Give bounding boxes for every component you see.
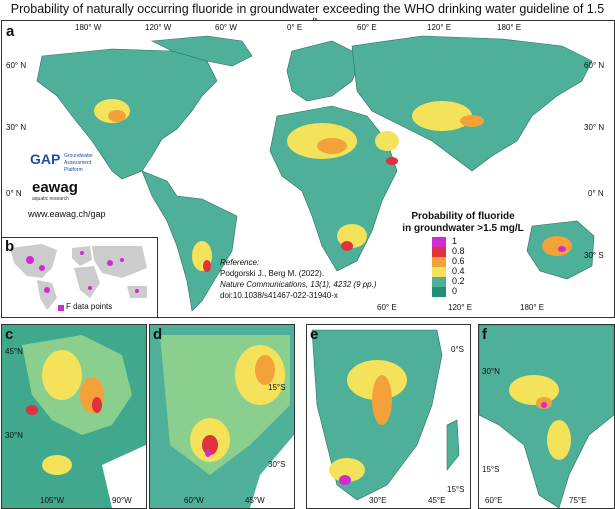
panel-c-tick-90w: 90°W [112, 496, 132, 505]
tick-bottom-180e: 180° E [520, 303, 545, 312]
inset-b-legend-swatch [58, 305, 64, 311]
legend-swatch-1 [432, 237, 446, 247]
panel-e-map [307, 325, 470, 508]
gap-logo: GAP Groundwater Assessment Platform [30, 151, 93, 173]
inset-b-map [2, 238, 157, 317]
reference-label: Reference: [220, 258, 260, 267]
panel-f-map [479, 325, 614, 508]
eawag-logo-subtext: aquatic research [32, 196, 69, 202]
panel-letter-a: a [6, 23, 15, 40]
tick-right-60n: 60° N [584, 61, 605, 70]
panel-f-tick-75e: 75°E [569, 496, 587, 505]
panel-c-tick-30n: 30°N [5, 431, 23, 440]
panel-d-tick-45w: 45°W [245, 496, 265, 505]
eawag-url[interactable]: www.eawag.ch/gap [28, 209, 106, 219]
panel-d-tick-30s: 30°S [268, 460, 286, 469]
tick-right-30n: 30° N [584, 123, 605, 132]
legend-label-0: 0 [452, 286, 458, 296]
legend-swatch-04 [432, 267, 446, 277]
panel-f-tick-30n: 30°N [482, 367, 500, 376]
panel-e-tick-45e: 45°E [428, 496, 446, 505]
inset-b-panel[interactable]: b F data points [1, 237, 158, 318]
legend-label-08: 0.8 [452, 246, 465, 256]
panel-letter-e: e [310, 326, 319, 343]
panel-f-tick-15s: 15°S [482, 465, 500, 474]
legend-label-06: 0.6 [452, 256, 465, 266]
legend-title-line2: in groundwater >1.5 mg/L [402, 223, 524, 234]
tick-right-0n: 0° N [588, 189, 604, 198]
reference-journal: Nature Communications, 13(1), 4232 (9 pp… [220, 280, 377, 289]
panel-letter-b: b [5, 238, 15, 255]
tick-top-60w: 60° W [215, 23, 237, 32]
tick-left-60n: 60° N [6, 61, 27, 70]
legend-swatch-0 [432, 287, 446, 297]
gap-logo-text: GAP [30, 151, 61, 167]
tick-top-0e: 0° E [287, 23, 303, 32]
legend-swatch-06 [432, 257, 446, 267]
panel-letter-d: d [153, 326, 163, 343]
panel-e-tick-15s: 15°S [447, 485, 465, 494]
tick-top-180e: 180° E [497, 23, 522, 32]
tick-top-120w: 120° W [145, 23, 172, 32]
panel-e[interactable]: e 0°S 15°S 30°E 45°E [306, 324, 471, 509]
reference-doi[interactable]: doi:10.1038/s41467-022-31940-x [220, 291, 338, 300]
panel-d[interactable]: d 15°S 30°S 60°W 45°W [149, 324, 295, 509]
inset-b-legend-label: F data points [66, 302, 113, 311]
tick-bottom-60e: 60° E [377, 303, 397, 312]
tick-top-120e: 120° E [427, 23, 452, 32]
gap-sub3: Platform [64, 167, 83, 173]
legend-title: Probability of fluoride in groundwater >… [398, 211, 528, 235]
panel-e-tick-30e: 30°E [369, 496, 387, 505]
gap-sub1: Groundwater [64, 153, 93, 159]
reference-authors: Podgorski J., Berg M. (2022). [220, 269, 325, 278]
panel-f[interactable]: f 30°N 15°S 60°E 75°E [478, 324, 615, 509]
tick-bottom-120e: 120° E [448, 303, 473, 312]
gap-sub2: Assessment [64, 160, 92, 166]
legend-label-04: 0.4 [452, 266, 465, 276]
eawag-logo: eawag aquatic research [32, 179, 78, 202]
tick-top-180w: 180° W [75, 23, 102, 32]
tick-top-60e: 60° E [357, 23, 377, 32]
panel-c-map [2, 325, 146, 508]
tick-left-30n: 30° N [6, 123, 27, 132]
panel-d-tick-15s: 15°S [268, 383, 286, 392]
legend-swatch-08 [432, 247, 446, 257]
panel-c-tick-45n: 45°N [5, 347, 23, 356]
legend: 1 0.8 0.6 0.4 0.2 0 [432, 236, 492, 303]
panel-f-tick-60e: 60°E [485, 496, 503, 505]
reference: Reference: Podgorski J., Berg M. (2022).… [220, 257, 377, 301]
panel-d-tick-60w: 60°W [184, 496, 204, 505]
panel-c-tick-105w: 105°W [40, 496, 65, 505]
tick-left-0n: 0° N [6, 189, 22, 198]
legend-swatch-02 [432, 277, 446, 287]
panel-d-map [150, 325, 294, 508]
tick-right-30s: 30° S [584, 251, 604, 260]
legend-label-02: 0.2 [452, 276, 465, 286]
legend-title-line1: Probability of fluoride [411, 211, 515, 222]
legend-label-1: 1 [452, 236, 458, 246]
eawag-logo-text: eawag [32, 179, 78, 196]
panel-e-tick-0s: 0°S [451, 345, 464, 354]
panel-c[interactable]: c 45°N 30°N 105°W 90°W [1, 324, 147, 509]
panel-letter-c: c [5, 326, 14, 343]
panel-letter-f: f [482, 326, 487, 343]
